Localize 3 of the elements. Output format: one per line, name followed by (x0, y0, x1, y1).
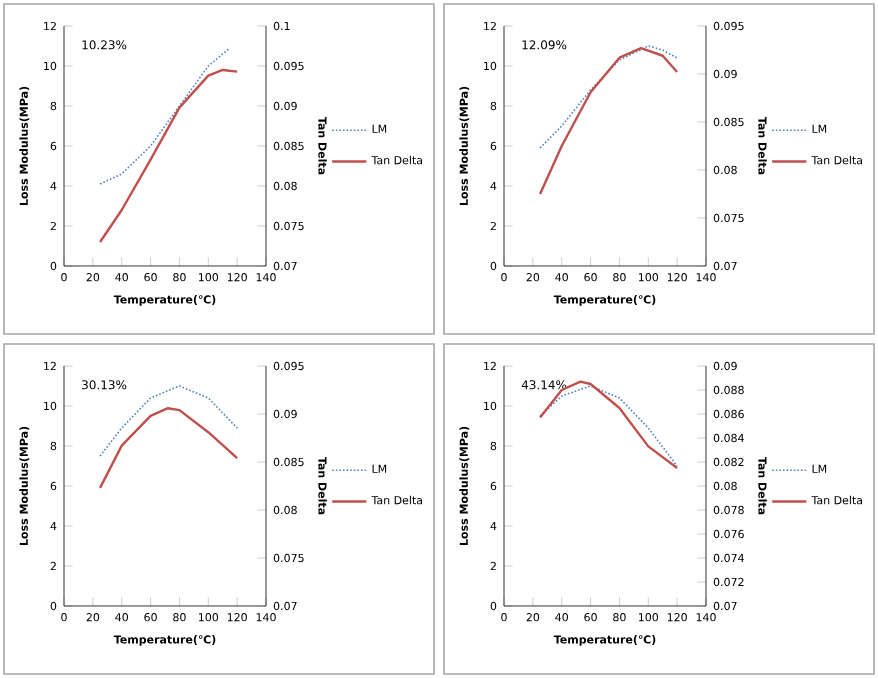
line-series (98, 68, 239, 244)
line-series (538, 46, 679, 196)
line-series (98, 407, 239, 490)
